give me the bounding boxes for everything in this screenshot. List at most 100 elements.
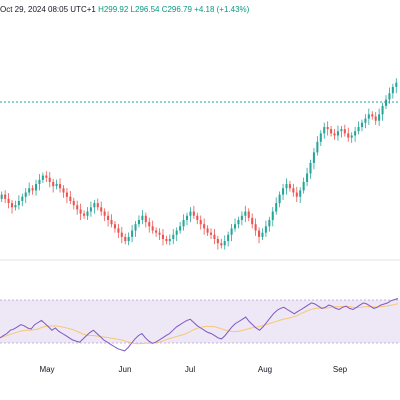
candle <box>223 235 226 250</box>
candle <box>302 177 305 194</box>
candle-body <box>354 131 357 136</box>
candle <box>395 78 398 94</box>
candle-body <box>395 82 398 87</box>
candle <box>271 207 274 227</box>
candle <box>275 197 278 215</box>
candle-body <box>10 203 14 208</box>
candle <box>309 159 312 179</box>
candle-body <box>182 219 185 227</box>
candle <box>28 182 31 196</box>
candle-body <box>357 127 360 132</box>
candle <box>172 229 175 245</box>
candle-body <box>117 228 120 233</box>
candle <box>357 121 360 135</box>
candle <box>131 224 134 243</box>
candle-body <box>347 133 350 138</box>
candle-body <box>59 184 62 189</box>
candle <box>206 225 209 236</box>
candle-body <box>261 232 264 237</box>
candle-body <box>155 230 158 233</box>
candle <box>371 111 374 120</box>
candle <box>24 188 27 204</box>
candle-body <box>96 203 99 208</box>
candle-body <box>378 114 381 121</box>
candle <box>182 214 185 231</box>
candle-body <box>76 205 79 210</box>
candle-body <box>384 99 388 106</box>
candle-body <box>227 234 230 242</box>
candle <box>144 212 147 228</box>
candle-body <box>220 243 223 246</box>
candle-body <box>312 152 315 163</box>
candle <box>124 233 127 245</box>
candle <box>240 211 243 226</box>
candle <box>21 193 24 207</box>
candle-body <box>38 179 41 185</box>
candle-body <box>275 203 278 212</box>
candle-body <box>72 200 75 206</box>
candle-body <box>244 211 247 216</box>
candle <box>288 180 291 192</box>
chart-header: Oct 29, 2024 08:05 UTC+1 H299.92 L296.54… <box>0 5 249 14</box>
candle-body <box>141 215 144 220</box>
candle <box>34 179 38 196</box>
candle-body <box>69 196 72 201</box>
candle <box>264 220 267 237</box>
candle-body <box>388 93 391 100</box>
candle-body <box>391 86 394 94</box>
candle-body <box>364 118 367 123</box>
candle-body <box>288 184 291 189</box>
candle-body <box>52 181 55 187</box>
candle-body <box>189 211 192 216</box>
candle <box>261 228 264 241</box>
candle-body <box>240 215 243 220</box>
candle-body <box>24 192 27 197</box>
candle <box>319 130 322 147</box>
candle-body <box>271 211 274 220</box>
candle-body <box>336 131 339 136</box>
candle <box>299 187 302 204</box>
candle-body <box>137 219 140 225</box>
candle <box>258 227 261 244</box>
candle-body <box>151 226 154 231</box>
candle-body <box>199 219 202 225</box>
candle <box>330 125 333 137</box>
candle-body <box>343 129 346 134</box>
candle-body <box>295 192 298 197</box>
candle-body <box>79 209 82 214</box>
candle <box>168 234 171 246</box>
candle-body <box>103 211 106 216</box>
candle <box>86 207 89 220</box>
candle <box>100 201 103 216</box>
header-date: Oct 29, 2024 08:05 UTC+1 <box>0 5 96 14</box>
candle-body <box>48 177 51 182</box>
candle <box>117 223 120 238</box>
candle <box>268 216 271 232</box>
candle-body <box>374 116 377 121</box>
candle-body <box>323 127 326 134</box>
candle <box>381 102 384 121</box>
candle-body <box>4 194 7 199</box>
candle <box>391 83 394 99</box>
candle-body <box>120 232 123 237</box>
candle-body <box>196 215 199 220</box>
candle <box>48 172 51 188</box>
candle <box>251 213 254 229</box>
candle <box>347 127 350 142</box>
candle <box>278 191 281 208</box>
candle-body <box>127 236 130 242</box>
candle <box>196 212 199 225</box>
candle-body <box>319 133 322 142</box>
candle <box>185 212 189 226</box>
candle <box>103 208 106 222</box>
candle <box>4 190 7 204</box>
candle-body <box>158 232 161 235</box>
rsi-line <box>0 298 399 352</box>
candle <box>203 218 206 235</box>
candle <box>127 232 130 246</box>
candle-body <box>124 236 127 242</box>
candle-body <box>31 188 34 191</box>
candle <box>41 172 44 184</box>
candle <box>83 210 86 219</box>
